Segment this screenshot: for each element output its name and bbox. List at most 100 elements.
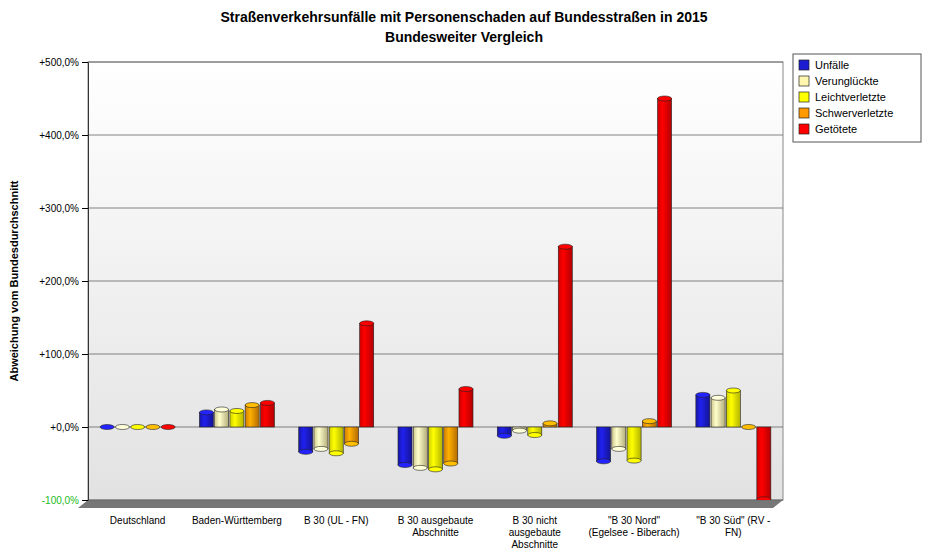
bar-cap	[215, 407, 229, 412]
bar-cap	[658, 96, 672, 101]
y-tick-mark	[82, 62, 88, 63]
y-tick: +0,0%	[50, 422, 88, 433]
bar-cap	[115, 425, 129, 430]
y-tick: +300,0%	[39, 203, 88, 214]
bar	[299, 427, 313, 452]
legend-box	[793, 54, 921, 142]
titles: Straßenverkehrsunfälle mit Personenschad…	[220, 9, 707, 45]
subtitle: Bundesweiter Vergleich	[385, 29, 543, 45]
grid-line	[88, 281, 783, 282]
chart: Straßenverkehrsunfälle mit Personenschad…	[0, 0, 928, 558]
x-tick-label: B 30 nichtausgebauteAbschnitte	[509, 515, 562, 550]
x-tick-label: Baden-Württemberg	[192, 515, 282, 526]
y-tick-label: +400,0%	[39, 130, 79, 141]
y-tick-mark	[82, 208, 88, 209]
bar	[627, 427, 641, 461]
bar-cap	[344, 441, 358, 446]
y-tick-mark	[82, 354, 88, 355]
legend-swatch	[799, 108, 809, 118]
x-tick-label: "B 30 Nord"(Egelsee - Biberach)	[588, 515, 679, 538]
bar	[360, 323, 374, 427]
bar	[726, 391, 740, 428]
y-axis-line	[88, 63, 89, 501]
series	[161, 96, 771, 500]
title: Straßenverkehrsunfälle mit Personenschad…	[220, 9, 707, 25]
bar-cap	[543, 421, 557, 426]
bar-cap	[161, 425, 175, 430]
legend-label: Schwerverletzte	[815, 107, 893, 119]
plot-area	[88, 62, 783, 500]
x-tick-label: Deutschland	[110, 515, 166, 526]
bar-cap	[260, 400, 274, 405]
bars	[100, 96, 771, 500]
y-tick-mark	[82, 500, 88, 501]
legend-swatch	[799, 60, 809, 70]
grid-line	[88, 500, 783, 501]
bar-cap	[413, 465, 427, 470]
grid-line	[88, 135, 783, 136]
bar	[711, 398, 725, 427]
legend-label: Verunglückte	[815, 75, 879, 87]
bar	[260, 403, 274, 427]
bar	[757, 427, 771, 499]
y-tick: +500,0%	[39, 57, 88, 68]
bar	[245, 405, 259, 427]
legend-label: Leichtverletzte	[815, 91, 886, 103]
y-tick: +100,0%	[39, 349, 88, 360]
y-tick-label: +300,0%	[39, 203, 79, 214]
bar-cap	[444, 461, 458, 466]
x-tick-label: "B 30 Süd" (RV -FN)	[696, 515, 770, 538]
legend-label: Getötete	[815, 123, 857, 135]
bar	[459, 389, 473, 427]
bar-cap	[299, 449, 313, 454]
bar-cap	[642, 419, 656, 424]
grid-line	[88, 354, 783, 355]
bar	[696, 395, 710, 427]
y-tick-mark	[82, 281, 88, 282]
y-tick: +400,0%	[39, 130, 88, 141]
bar-cap	[726, 388, 740, 393]
y-tick-label: +100,0%	[39, 349, 79, 360]
bar-cap	[711, 395, 725, 400]
y-tick-label: +500,0%	[39, 57, 79, 68]
bar	[597, 427, 611, 461]
bar-cap	[612, 446, 626, 451]
y-tick: +200,0%	[39, 276, 88, 287]
bar	[428, 427, 442, 469]
x-tick-label: B 30 ausgebauteAbschnitte	[398, 515, 474, 538]
bar-cap	[597, 459, 611, 464]
bar-cap	[146, 425, 160, 430]
legend: Unfälle Verunglückte Leichtverletzte Schwer…	[793, 54, 921, 142]
bar	[329, 427, 343, 453]
bar-cap	[513, 428, 527, 433]
bar	[558, 247, 572, 427]
series	[115, 395, 725, 470]
y-tick-label: +0,0%	[50, 422, 79, 433]
bar-cap	[360, 321, 374, 326]
bar-cap	[100, 425, 114, 430]
bar-cap	[696, 392, 710, 397]
y-tick-label: -100,0%	[42, 495, 79, 506]
bar-cap	[131, 425, 145, 430]
bar-cap	[314, 446, 328, 451]
bar-cap	[199, 410, 213, 415]
bar	[658, 99, 672, 428]
legend-label: Unfälle	[815, 59, 849, 71]
bar-cap	[329, 451, 343, 456]
bar-cap	[398, 462, 412, 467]
y-tick-mark	[82, 135, 88, 136]
x-axis: DeutschlandBaden-WürttembergB 30 (UL - F…	[110, 515, 771, 550]
bar	[444, 427, 458, 464]
floor	[78, 500, 783, 508]
bar-cap	[558, 244, 572, 249]
legend-swatch	[799, 76, 809, 86]
bar-cap	[497, 433, 511, 438]
bar-cap	[627, 458, 641, 463]
y-tick: -100,0%	[42, 495, 88, 506]
bar-cap	[245, 403, 259, 408]
y-axis-title: Abweichung vom Bundesdurchschnitt	[8, 180, 20, 381]
grid-line	[88, 208, 783, 209]
grid	[88, 62, 783, 500]
grid-line	[88, 62, 783, 63]
legend-swatch	[799, 92, 809, 102]
